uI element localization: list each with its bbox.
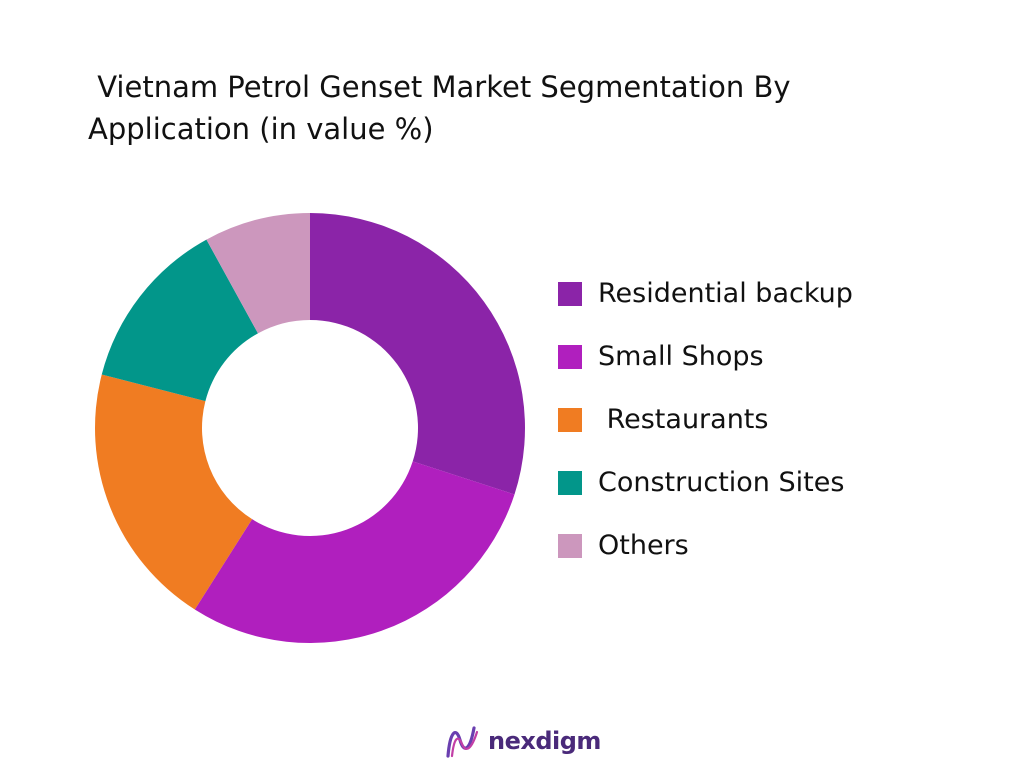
legend-swatch <box>558 470 582 495</box>
legend-item: Residential backup <box>558 262 853 325</box>
legend-label: Others <box>598 530 689 561</box>
donut-slice-others <box>206 213 310 334</box>
legend-label: Construction Sites <box>598 467 845 498</box>
legend-label: Small Shops <box>598 341 764 372</box>
legend-label: Residential backup <box>598 278 853 309</box>
legend-item: Small Shops <box>558 325 853 388</box>
brand-footer: nexdigm <box>444 722 601 760</box>
nexdigm-wave-logo-icon <box>446 726 479 758</box>
legend-swatch <box>558 407 582 432</box>
legend-swatch <box>558 281 582 306</box>
donut-slice-construction-sites <box>101 239 258 402</box>
chart-legend: Residential backup Small Shops Restaurant… <box>558 262 853 577</box>
donut-slice-restaurants <box>94 374 253 610</box>
legend-item: Others <box>558 514 853 577</box>
legend-item: Restaurants <box>558 388 853 451</box>
chart-title: Vietnam Petrol Genset Market Segmentatio… <box>88 70 800 146</box>
legend-swatch <box>558 533 582 558</box>
legend-swatch <box>558 344 582 369</box>
legend-item: Construction Sites <box>558 451 853 514</box>
legend-label: Restaurants <box>598 404 769 435</box>
brand-name: nexdigm <box>488 727 601 755</box>
donut-slice-residential-backup <box>310 213 526 495</box>
donut-slice-small-shops <box>194 461 515 643</box>
